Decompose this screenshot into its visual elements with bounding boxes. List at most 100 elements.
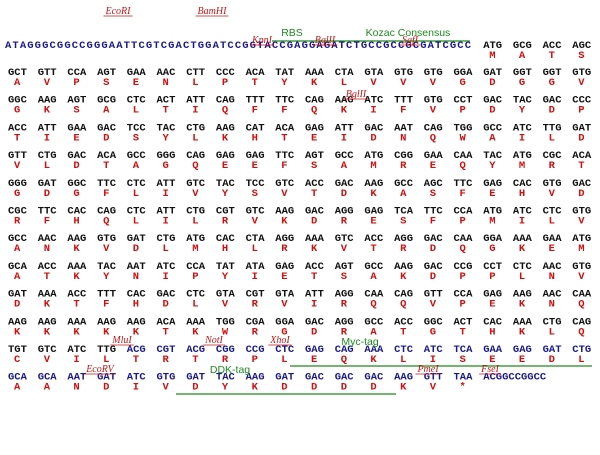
amino-acid: D bbox=[489, 105, 495, 117]
amino-acid: T bbox=[163, 105, 169, 117]
codon: TTC bbox=[454, 178, 474, 190]
amino-acid: E bbox=[519, 354, 525, 366]
codon: ACC bbox=[305, 178, 325, 190]
amino-acid: M bbox=[578, 243, 584, 255]
codon: CAG bbox=[335, 344, 354, 356]
amino-acid: K bbox=[103, 326, 110, 338]
codon: GAC bbox=[305, 316, 325, 328]
codon: ACC bbox=[394, 316, 414, 328]
codon: ATG bbox=[186, 233, 205, 245]
codon: ACA bbox=[157, 316, 177, 328]
amino-acid: S bbox=[460, 354, 466, 366]
amino-acid: H bbox=[252, 132, 258, 144]
amino-acid: D bbox=[103, 132, 109, 144]
codon: AAG bbox=[127, 316, 146, 328]
amino-acid: D bbox=[489, 77, 495, 89]
codon: CTT bbox=[186, 67, 205, 79]
amino-acid: N bbox=[163, 77, 169, 89]
codon: TGG bbox=[454, 122, 473, 134]
amino-acid: V bbox=[549, 188, 556, 200]
amino-acid: D bbox=[549, 105, 555, 117]
amino-acid: H bbox=[222, 243, 228, 255]
amino-acid: S bbox=[73, 105, 79, 117]
codon: GGA bbox=[275, 316, 295, 328]
amino-acid: D bbox=[163, 299, 169, 311]
amino-acid: T bbox=[44, 271, 50, 283]
amino-acid: G bbox=[549, 77, 555, 89]
codon: AAC bbox=[38, 233, 58, 245]
amino-acid: S bbox=[430, 188, 436, 200]
codon: GAC bbox=[157, 289, 177, 301]
site-label: EcoRV bbox=[85, 364, 115, 375]
codon: ACA bbox=[572, 150, 592, 162]
amino-acid: T bbox=[163, 326, 169, 338]
codon: AAG bbox=[394, 372, 413, 384]
amino-acid: T bbox=[311, 188, 317, 200]
amino-acid: D bbox=[133, 243, 139, 255]
codon: TGT bbox=[8, 344, 27, 356]
amino-acid: P bbox=[460, 299, 466, 311]
amino-acid: T bbox=[460, 326, 466, 338]
codon: GGG bbox=[157, 150, 176, 162]
amino-acid: V bbox=[400, 77, 407, 89]
codon: AAA bbox=[513, 316, 533, 328]
amino-acid: H bbox=[489, 326, 495, 338]
codon: AGG bbox=[275, 233, 294, 245]
codon: GAA bbox=[483, 344, 503, 356]
amino-acid: Q bbox=[400, 299, 406, 311]
amino-acid: Q bbox=[222, 105, 228, 117]
codon: CTG bbox=[186, 206, 205, 218]
amino-acid: D bbox=[370, 382, 376, 394]
amino-acid: Q bbox=[460, 160, 466, 172]
codon: CGG bbox=[216, 344, 235, 356]
codon: TAT bbox=[216, 261, 235, 273]
codon: GTG bbox=[97, 233, 116, 245]
codon: GCC bbox=[8, 233, 28, 245]
amino-acid: D bbox=[281, 382, 287, 394]
amino-acid: I bbox=[519, 132, 525, 144]
amino-acid: K bbox=[370, 354, 377, 366]
amino-acid: Y bbox=[222, 382, 229, 394]
amino-acid: I bbox=[133, 382, 139, 394]
codon: TCA bbox=[394, 206, 414, 218]
codon: ATT bbox=[186, 95, 205, 107]
amino-acid: L bbox=[133, 105, 139, 117]
amino-acid: K bbox=[133, 326, 140, 338]
amino-acid: R bbox=[222, 354, 229, 366]
amino-acid: V bbox=[341, 243, 348, 255]
codon: GTA bbox=[275, 289, 295, 301]
codon: TTC bbox=[38, 206, 58, 218]
codon: GAC bbox=[543, 95, 563, 107]
amino-acid: T bbox=[103, 160, 109, 172]
site-label: BglII bbox=[346, 89, 367, 100]
amino-acid: Q bbox=[103, 216, 109, 228]
codon: GAG bbox=[483, 289, 502, 301]
codon: AAG bbox=[67, 233, 86, 245]
amino-acid: R bbox=[400, 160, 407, 172]
codon: AAA bbox=[364, 344, 384, 356]
amino-acid: E bbox=[489, 299, 495, 311]
amino-acid: L bbox=[133, 188, 139, 200]
codon: TAA bbox=[454, 372, 474, 384]
codon: AAC bbox=[543, 261, 563, 273]
amino-acid: E bbox=[489, 188, 495, 200]
feature-label: Myc-tag bbox=[341, 336, 379, 348]
codon: TAC bbox=[483, 150, 503, 162]
codon: GAC bbox=[424, 233, 444, 245]
codon: GGG bbox=[8, 178, 27, 190]
amino-acid: H bbox=[73, 216, 79, 228]
codon: CTC bbox=[394, 344, 414, 356]
codon: GAG bbox=[305, 122, 324, 134]
codon: TAT bbox=[275, 67, 294, 79]
amino-acid: Y bbox=[103, 271, 110, 283]
codon: CTC bbox=[127, 95, 147, 107]
codon: CTC bbox=[127, 206, 147, 218]
codon: TTC bbox=[275, 95, 295, 107]
codon: ATG bbox=[483, 40, 502, 52]
codon: CTC bbox=[513, 261, 533, 273]
amino-acid: P bbox=[578, 105, 584, 117]
amino-acid: I bbox=[163, 216, 169, 228]
codon: ATC bbox=[127, 372, 147, 384]
amino-acid: N bbox=[400, 132, 406, 144]
codon: TCA bbox=[454, 344, 474, 356]
